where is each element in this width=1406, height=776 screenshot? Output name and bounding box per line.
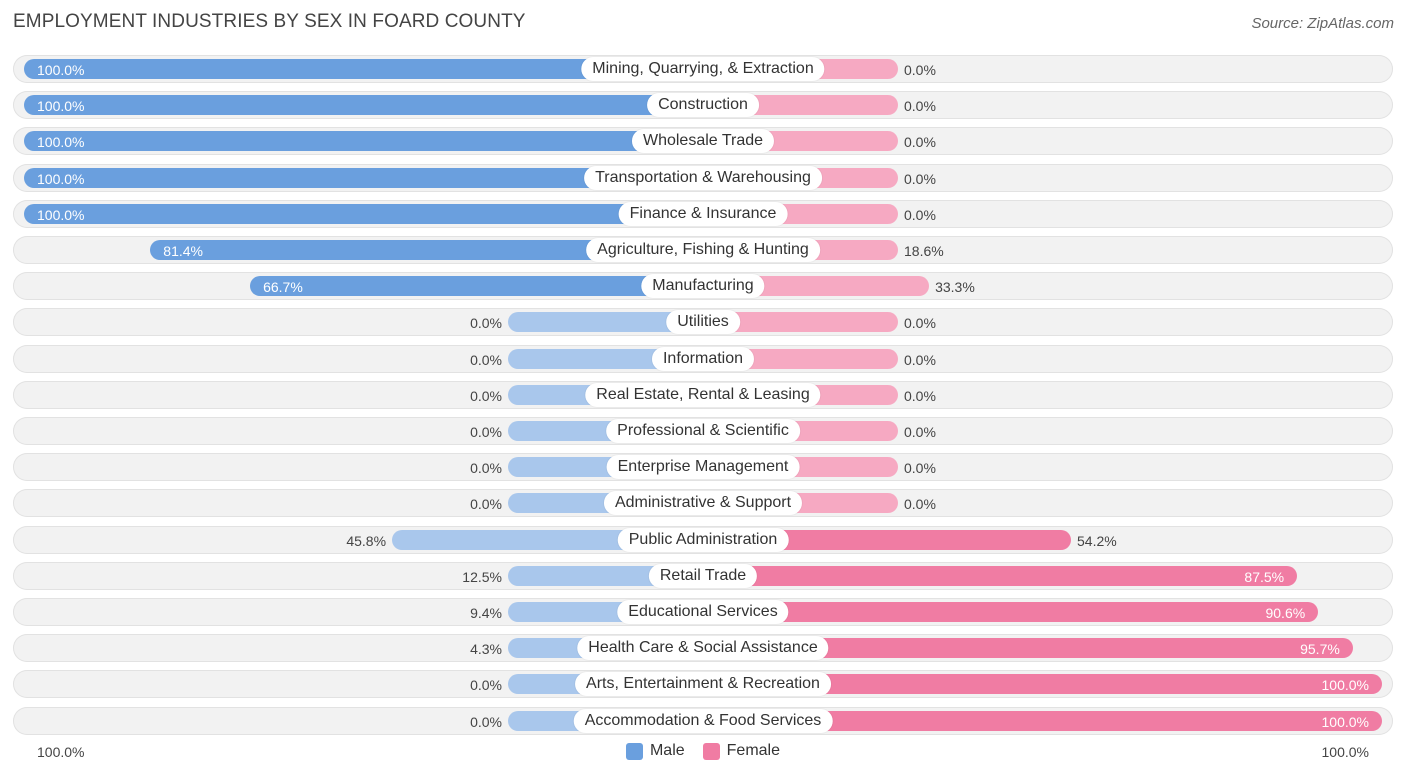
category-label: Finance & Insurance [618, 201, 788, 226]
bar-male [24, 167, 703, 188]
category-label: Enterprise Management [606, 455, 800, 480]
value-label-male: 0.0% [470, 387, 502, 404]
source-note: Source: ZipAtlas.com [1251, 15, 1394, 32]
value-label-male: 100.0% [37, 98, 85, 115]
category-label: Utilities [666, 310, 740, 335]
category-label: Arts, Entertainment & Recreation [575, 672, 831, 697]
value-label-female: 0.0% [904, 315, 936, 332]
bar-female [703, 710, 1382, 731]
category-label: Construction [647, 93, 759, 118]
chart-title: EMPLOYMENT INDUSTRIES BY SEX IN FOARD CO… [13, 11, 526, 32]
value-label-female: 0.0% [904, 170, 936, 187]
value-label-female: 0.0% [904, 62, 936, 78]
value-label-female: 33.3% [935, 279, 975, 296]
value-label-female: 0.0% [904, 134, 936, 151]
legend: Male Female [0, 742, 1406, 760]
value-label-male: 100.0% [37, 170, 85, 187]
value-label-female: 0.0% [904, 98, 936, 115]
value-label-female: 0.0% [904, 496, 936, 513]
category-label: Mining, Quarrying, & Extraction [581, 57, 825, 81]
category-label: Real Estate, Rental & Leasing [585, 382, 821, 407]
legend-item-female: Female [702, 742, 781, 760]
value-label-male: 100.0% [37, 62, 85, 78]
value-label-female: 100.0% [1321, 677, 1369, 694]
bar-male [24, 203, 703, 224]
legend-swatch-male [625, 742, 643, 760]
value-label-male: 9.4% [470, 605, 502, 621]
legend-item-male: Male [625, 742, 685, 760]
value-label-male: 0.0% [470, 496, 502, 513]
legend-label-male: Male [649, 742, 685, 759]
category-label: Administrative & Support [603, 491, 803, 516]
category-label: Wholesale Trade [631, 129, 775, 154]
legend-swatch-female [702, 742, 720, 760]
value-label-male: 0.0% [470, 677, 502, 694]
value-label-female: 90.6% [1265, 605, 1306, 621]
category-label: Retail Trade [648, 563, 758, 588]
bar-female [703, 638, 1353, 659]
value-label-female: 87.5% [1244, 568, 1285, 585]
value-label-female: 95.7% [1300, 641, 1340, 658]
bar-male [24, 59, 703, 79]
bar-female [703, 529, 1072, 550]
category-label: Accommodation & Food Services [573, 708, 833, 733]
category-label: Health Care & Social Assistance [577, 636, 829, 661]
bar-male [150, 240, 703, 260]
value-label-female: 0.0% [904, 460, 936, 477]
bar-female [703, 565, 1298, 586]
bar-female [703, 674, 1382, 695]
category-label: Information [651, 346, 755, 371]
value-label-male: 45.8% [346, 532, 387, 549]
category-label: Transportation & Warehousing [584, 165, 822, 190]
value-label-male: 0.0% [470, 315, 502, 332]
value-label-male: 66.7% [263, 279, 303, 296]
bar-male [508, 312, 703, 333]
category-label: Agriculture, Fishing & Hunting [586, 238, 820, 262]
bar-female [703, 312, 898, 333]
value-label-female: 0.0% [904, 351, 936, 368]
value-label-male: 81.4% [163, 243, 203, 259]
value-label-male: 0.0% [470, 424, 502, 440]
bar-male [24, 131, 703, 152]
bar-male [250, 276, 703, 297]
axis-right-label: 100.0% [1321, 744, 1369, 760]
value-label-male: 0.0% [470, 460, 502, 477]
category-label: Public Administration [617, 527, 789, 552]
bar-male [24, 95, 703, 116]
value-label-male: 100.0% [37, 134, 85, 151]
category-label: Professional & Scientific [606, 419, 800, 443]
value-label-female: 54.2% [1077, 532, 1117, 549]
value-label-male: 0.0% [470, 713, 502, 730]
value-label-female: 0.0% [904, 206, 936, 223]
axis-left-label: 100.0% [37, 744, 85, 760]
value-label-female: 18.6% [904, 243, 944, 259]
category-label: Educational Services [617, 600, 789, 624]
value-label-male: 4.3% [470, 641, 502, 658]
legend-label-female: Female [726, 742, 781, 759]
value-label-female: 100.0% [1321, 713, 1369, 730]
category-label: Manufacturing [641, 274, 765, 299]
value-label-female: 0.0% [904, 424, 936, 440]
value-label-male: 100.0% [37, 206, 85, 223]
value-label-male: 0.0% [470, 351, 502, 368]
value-label-male: 12.5% [462, 568, 502, 585]
bar-female [703, 602, 1319, 622]
value-label-female: 0.0% [904, 387, 936, 404]
